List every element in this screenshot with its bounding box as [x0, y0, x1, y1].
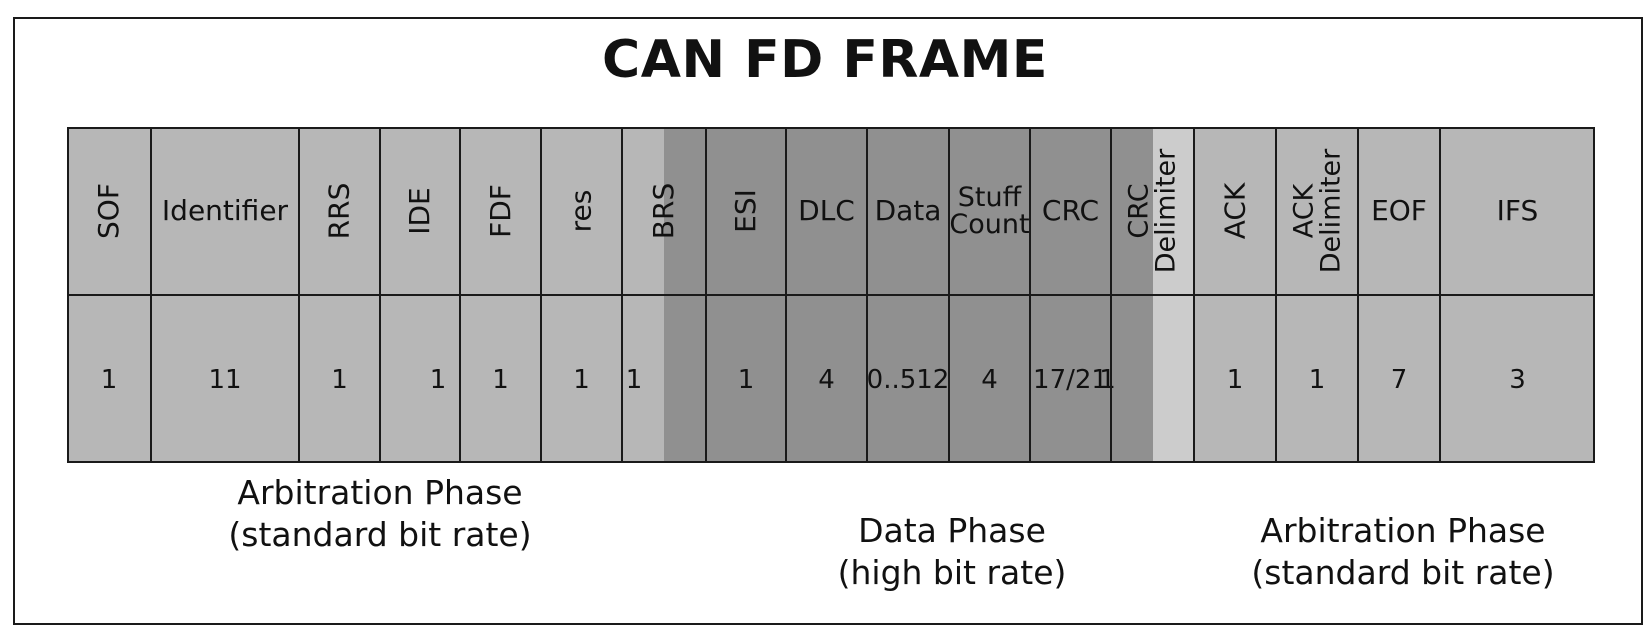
data-phase-line1: Data Phase: [858, 511, 1046, 550]
field-bit-count: 3: [1509, 364, 1526, 395]
field-bits-cell: 1: [1099, 296, 1194, 463]
can-fd-frame-table: SOF 1 Identifier 11 RRS 1 IDE 1 FDF 1 res 1 BRS 1 ESI 1…: [67, 127, 1595, 463]
field-name-cell: EOF: [1358, 127, 1440, 294]
field-name-cell: BRS: [622, 127, 706, 294]
field-name: RRS: [322, 182, 356, 239]
field-name-cell: ESI: [706, 127, 786, 294]
field-name-cell: CRC Delimiter: [1111, 127, 1194, 294]
field-bits-cell: 1: [299, 296, 380, 463]
field-name: DLC: [798, 193, 855, 227]
field-bit-count: 1: [737, 364, 755, 395]
field-bit-count: 7: [1390, 364, 1408, 395]
field-name-cell: ACK Delimiter: [1276, 127, 1358, 294]
field-bit-count: 1: [492, 364, 509, 395]
field-name-cell: RRS: [299, 127, 380, 294]
field-name: SOF: [91, 182, 125, 239]
field-name: IFS: [1496, 193, 1539, 227]
field-name-cell: IDE: [380, 127, 460, 294]
field-name: Data: [874, 193, 942, 227]
field-bit-count: 1: [1226, 364, 1244, 395]
field-bits-cell: 3: [1440, 296, 1595, 463]
field-name: ACK Delimiter: [1288, 148, 1347, 273]
field-bit-count: 1: [331, 364, 348, 395]
field-bits-cell: 1: [460, 296, 541, 463]
diagram-title: CAN FD FRAME: [602, 30, 1048, 90]
field-name: res: [564, 189, 598, 232]
field-bit-count: 1: [100, 364, 118, 395]
field-bits-cell: 1: [67, 296, 151, 463]
field-bit-count: 1: [429, 364, 447, 395]
data-phase-label: Data Phase (high bit rate): [752, 510, 1152, 594]
field-bits-cell: 1: [706, 296, 786, 463]
arbitration-phase-right-line2: (standard bit rate): [1251, 553, 1555, 592]
field-bits-cell: 4: [949, 296, 1030, 463]
field-bits-cell: 17/21: [1030, 296, 1111, 463]
field-name-cell: Data: [867, 127, 949, 294]
field-bits-cell: 1: [622, 296, 706, 463]
field-bits-cell: 4: [786, 296, 867, 463]
field-name-cell: Identifier: [151, 127, 299, 294]
field-bit-count: 4: [981, 364, 998, 395]
data-phase-line2: (high bit rate): [837, 553, 1067, 592]
arbitration-phase-right-line1: Arbitration Phase: [1260, 511, 1546, 550]
field-name-cell: ACK: [1194, 127, 1276, 294]
field-bits-cell: 11: [151, 296, 299, 463]
field-name: Identifier: [161, 193, 289, 227]
field-bit-count: 4: [818, 364, 835, 395]
field-bit-count: 17/21: [1033, 364, 1108, 395]
field-bits-cell: 1: [380, 296, 460, 463]
field-bits-cell: 1: [1194, 296, 1276, 463]
field-name: BRS: [647, 182, 680, 239]
field-bits-cell: 0..512: [866, 296, 950, 463]
field-name: CRC Delimiter: [1123, 148, 1182, 273]
arbitration-phase-right-label: Arbitration Phase (standard bit rate): [1203, 510, 1603, 594]
field-bits-cell: 1: [541, 296, 622, 463]
arbitration-phase-left-line1: Arbitration Phase: [237, 473, 523, 512]
field-name: IDE: [402, 186, 436, 235]
field-name-cell: res: [541, 127, 622, 294]
field-name: CRC: [1041, 193, 1100, 227]
field-bits-cell: 7: [1358, 296, 1440, 463]
field-name-cell: IFS: [1440, 127, 1595, 294]
arbitration-phase-left-label: Arbitration Phase (standard bit rate): [180, 472, 580, 556]
diagram-border: [13, 17, 1643, 625]
field-name-cell: SOF: [67, 127, 151, 294]
field-bit-count: 1: [1099, 364, 1116, 395]
field-name-cell: CRC: [1030, 127, 1111, 294]
field-bit-count: 11: [208, 364, 242, 395]
field-bit-count: 1: [1308, 364, 1326, 395]
field-name: Stuff Count: [949, 181, 1030, 240]
field-name-cell: DLC: [786, 127, 867, 294]
field-bits-cell: 1: [1276, 296, 1358, 463]
field-name: ESI: [728, 188, 762, 233]
field-name: EOF: [1371, 193, 1427, 227]
field-bit-count: 1: [625, 364, 643, 395]
field-name: FDF: [483, 183, 517, 238]
field-name-cell: Stuff Count: [949, 127, 1030, 294]
field-name: ACK: [1217, 182, 1251, 239]
field-bit-count: 0..512: [866, 364, 950, 395]
row-divider: [67, 294, 1595, 296]
field-bit-count: 1: [573, 364, 590, 395]
arbitration-phase-left-line2: (standard bit rate): [228, 515, 532, 554]
field-name-cell: FDF: [460, 127, 541, 294]
